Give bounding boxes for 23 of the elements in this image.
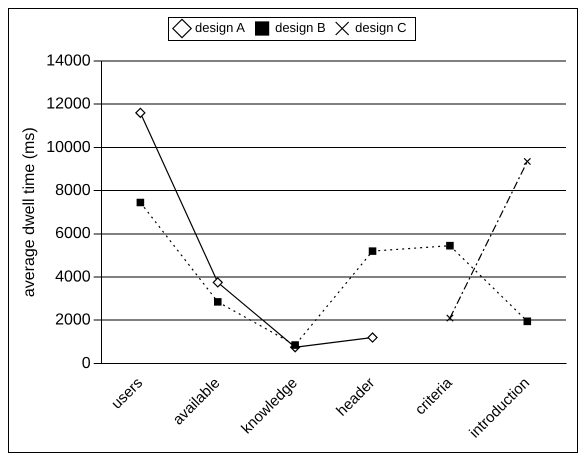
point — [446, 314, 454, 322]
point — [136, 198, 144, 206]
y-axis-title: average dwell time (ms) — [21, 127, 38, 298]
point — [367, 332, 378, 343]
y-tick-label: 12000 — [46, 96, 91, 113]
point — [291, 341, 299, 349]
legend-label: design C — [355, 20, 406, 36]
y-tick-label: 8000 — [55, 182, 91, 200]
point — [212, 277, 223, 288]
point — [524, 158, 532, 166]
point — [524, 318, 532, 326]
y-tick-label: 14000 — [46, 52, 91, 70]
legend-label: design A — [195, 20, 246, 36]
point — [446, 242, 454, 250]
y-tick-label: 6000 — [55, 225, 91, 242]
point — [135, 108, 146, 118]
y-tick-label: 4000 — [55, 268, 91, 286]
y-tick-label: 2000 — [55, 312, 91, 329]
point — [368, 247, 376, 255]
legend-label: design B — [275, 20, 326, 36]
y-tick-label: 10000 — [46, 138, 91, 156]
point — [214, 298, 222, 306]
y-tick-label: 0 — [82, 354, 91, 372]
